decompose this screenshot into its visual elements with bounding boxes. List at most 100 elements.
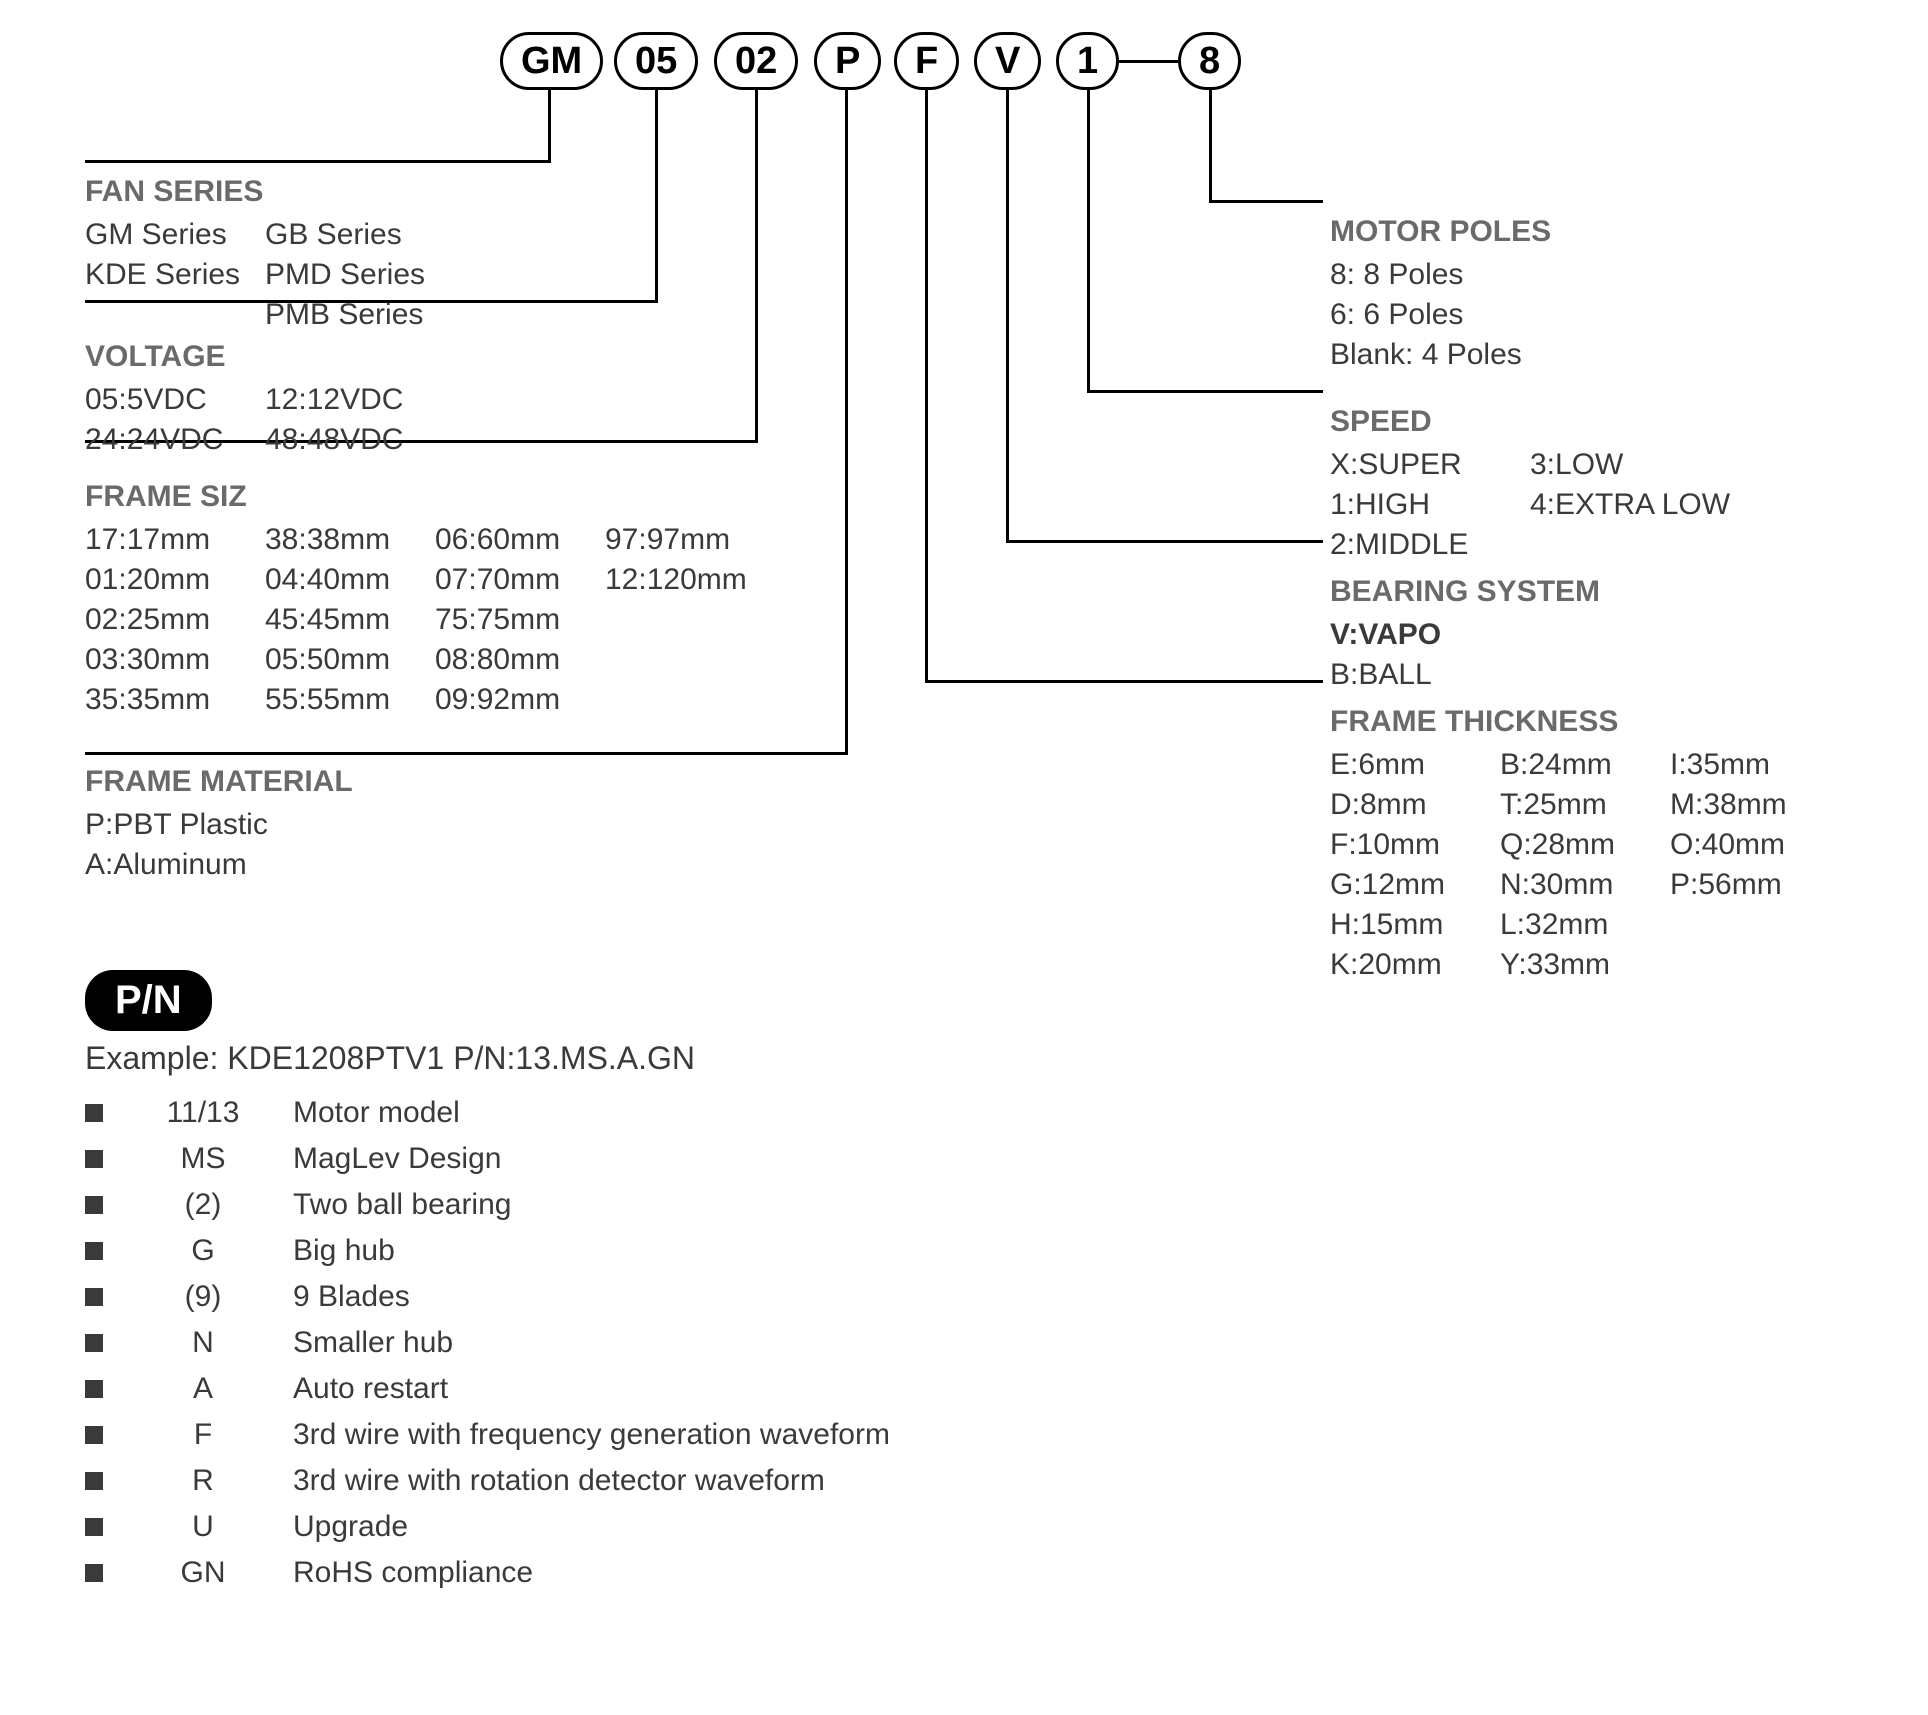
conn-v-h bbox=[1006, 540, 1323, 543]
fan-series-c2-0: GB Series bbox=[265, 215, 402, 256]
voltage-c2-0: 12:12VDC bbox=[265, 380, 403, 421]
frame-size-c1-0: 17:17mm bbox=[85, 520, 210, 561]
frame-thickness-c1-0: E:6mm bbox=[1330, 745, 1425, 786]
frame-thickness-c1-1: D:8mm bbox=[1330, 785, 1427, 826]
pn-row-4: (9) 9 Blades bbox=[85, 1279, 410, 1314]
frame-thickness-c2-2: Q:28mm bbox=[1500, 825, 1615, 866]
pn-code: R bbox=[143, 1464, 263, 1498]
title-voltage: VOLTAGE bbox=[85, 340, 226, 374]
pn-row-6: A Auto restart bbox=[85, 1371, 448, 1406]
conn-v-v bbox=[1006, 90, 1009, 540]
pn-desc: Big hub bbox=[293, 1234, 395, 1268]
pn-example: Example: KDE1208PTV1 P/N:13.MS.A.GN bbox=[85, 1040, 695, 1077]
title-speed: SPEED bbox=[1330, 405, 1432, 439]
fan-series-c2-1: PMD Series bbox=[265, 255, 425, 296]
frame-size-c1-3: 03:30mm bbox=[85, 640, 210, 681]
frame-size-c3-0: 06:60mm bbox=[435, 520, 560, 561]
pn-code: (2) bbox=[143, 1188, 263, 1222]
code-pill-p-8: 8 bbox=[1178, 32, 1241, 90]
conn-1-h bbox=[1087, 390, 1323, 393]
pn-row-1: MSMagLev Design bbox=[85, 1141, 501, 1176]
title-bearing: BEARING SYSTEM bbox=[1330, 575, 1600, 609]
title-frame-material: FRAME MATERIAL bbox=[85, 765, 353, 799]
title-frame-thickness: FRAME THICKNESS bbox=[1330, 705, 1618, 739]
pn-bullet-icon bbox=[85, 1196, 103, 1214]
pn-bullet-icon bbox=[85, 1564, 103, 1582]
title-motor-poles: MOTOR POLES bbox=[1330, 215, 1551, 249]
pn-desc: Smaller hub bbox=[293, 1326, 453, 1360]
conn-8-v bbox=[1209, 90, 1212, 200]
voltage-c1-1: 24:24VDC bbox=[85, 420, 223, 461]
pn-code: (9) bbox=[143, 1280, 263, 1314]
conn-f-v bbox=[925, 90, 928, 680]
pn-code: 11/13 bbox=[143, 1096, 263, 1130]
pn-bullet-icon bbox=[85, 1104, 103, 1122]
pn-row-3: G Big hub bbox=[85, 1233, 395, 1268]
frame-size-c1-1: 01:20mm bbox=[85, 560, 210, 601]
frame-thickness-c2-4: L:32mm bbox=[1500, 905, 1608, 946]
pn-row-2: (2) Two ball bearing bbox=[85, 1187, 511, 1222]
pn-code: GN bbox=[143, 1556, 263, 1590]
frame-thickness-c3-0: I:35mm bbox=[1670, 745, 1770, 786]
voltage-c1-0: 05:5VDC bbox=[85, 380, 207, 421]
conn-05-v bbox=[655, 90, 658, 300]
pn-desc: MagLev Design bbox=[293, 1142, 501, 1176]
fan-series-c2-2: PMB Series bbox=[265, 295, 423, 336]
title-frame-size: FRAME SIZ bbox=[85, 480, 247, 514]
pn-desc: 9 Blades bbox=[293, 1280, 410, 1314]
pn-bullet-icon bbox=[85, 1150, 103, 1168]
voltage-c2-1: 48:48VDC bbox=[265, 420, 403, 461]
frame-thickness-c2-3: N:30mm bbox=[1500, 865, 1613, 906]
code-pill-p-p: P bbox=[814, 32, 881, 90]
conn-1-v bbox=[1087, 90, 1090, 390]
pn-code: G bbox=[143, 1234, 263, 1268]
pn-row-5: N Smaller hub bbox=[85, 1325, 453, 1360]
pn-row-8: R 3rd wire with rotation detector wavefor… bbox=[85, 1463, 825, 1498]
frame-thickness-c3-3: P:56mm bbox=[1670, 865, 1782, 906]
frame-size-c3-2: 75:75mm bbox=[435, 600, 560, 641]
speed-c1-1: 1:HIGH bbox=[1330, 485, 1430, 526]
bearing-0: V:VAPO bbox=[1330, 615, 1441, 656]
frame-size-c3-4: 09:92mm bbox=[435, 680, 560, 721]
pn-desc: Two ball bearing bbox=[293, 1188, 511, 1222]
pn-desc: Auto restart bbox=[293, 1372, 448, 1406]
frame-size-c1-2: 02:25mm bbox=[85, 600, 210, 641]
pn-row-10: GN RoHS compliance bbox=[85, 1555, 533, 1590]
frame-thickness-c2-0: B:24mm bbox=[1500, 745, 1612, 786]
motor-poles-0: 8: 8 Poles bbox=[1330, 255, 1463, 296]
pn-code: U bbox=[143, 1510, 263, 1544]
pn-desc: Motor model bbox=[293, 1096, 460, 1130]
pn-code: N bbox=[143, 1326, 263, 1360]
conn-8-h bbox=[1209, 200, 1323, 203]
code-pill-p-f: F bbox=[894, 32, 959, 90]
frame-size-c2-0: 38:38mm bbox=[265, 520, 390, 561]
pn-code: F bbox=[143, 1418, 263, 1452]
speed-c2-0: 3:LOW bbox=[1530, 445, 1623, 486]
code-pill-p-05: 05 bbox=[614, 32, 698, 90]
frame-thickness-c2-5: Y:33mm bbox=[1500, 945, 1610, 986]
frame-material-0: P:PBT Plastic bbox=[85, 805, 268, 846]
frame-thickness-c1-4: H:15mm bbox=[1330, 905, 1443, 946]
pn-row-9: UUpgrade bbox=[85, 1509, 408, 1544]
frame-thickness-c3-1: M:38mm bbox=[1670, 785, 1787, 826]
pn-desc: RoHS compliance bbox=[293, 1556, 533, 1590]
frame-size-c2-3: 05:50mm bbox=[265, 640, 390, 681]
code-pill-p-1: 1 bbox=[1056, 32, 1119, 90]
pn-desc: 3rd wire with rotation detector waveform bbox=[293, 1464, 825, 1498]
frame-thickness-c1-2: F:10mm bbox=[1330, 825, 1440, 866]
conn-gm-h bbox=[85, 160, 551, 163]
code-pill-p-02: 02 bbox=[714, 32, 798, 90]
conn-p-v bbox=[845, 90, 848, 752]
frame-size-c3-3: 08:80mm bbox=[435, 640, 560, 681]
pill-link-line bbox=[1118, 60, 1178, 63]
frame-thickness-c1-5: K:20mm bbox=[1330, 945, 1442, 986]
frame-size-c1-4: 35:35mm bbox=[85, 680, 210, 721]
code-pill-p-gm: GM bbox=[500, 32, 603, 90]
pn-code: A bbox=[143, 1372, 263, 1406]
pn-bullet-icon bbox=[85, 1426, 103, 1444]
bearing-1: B:BALL bbox=[1330, 655, 1432, 696]
frame-size-c2-2: 45:45mm bbox=[265, 600, 390, 641]
pn-row-7: F3rd wire with frequency generation wave… bbox=[85, 1417, 890, 1452]
pn-badge: P/N bbox=[85, 970, 212, 1031]
conn-02-v bbox=[755, 90, 758, 440]
